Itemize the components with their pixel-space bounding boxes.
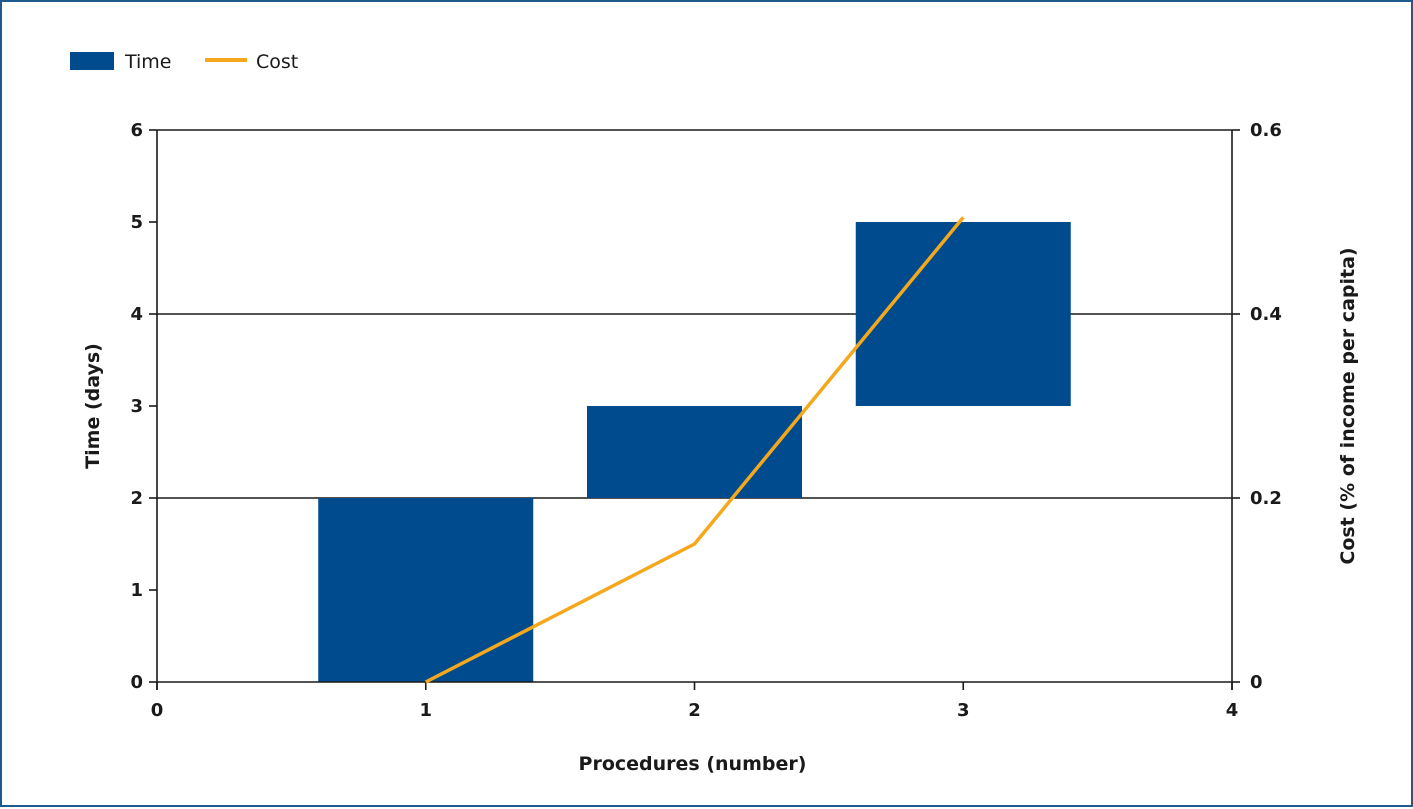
legend: Time Cost (70, 51, 298, 73)
cost-line-group (424, 216, 965, 684)
x-tick-label-4: 4 (1226, 700, 1239, 721)
y2-tick-label-0: 0 (1250, 672, 1263, 693)
time-bar-3 (855, 222, 1071, 406)
y-tick-label-5: 5 (130, 212, 143, 233)
x-axis-title: Procedures (number) (579, 753, 807, 775)
y2-axis-title: Cost (% of income per capita) (1337, 247, 1359, 564)
legend-label-time: Time (124, 51, 172, 73)
x-tick-label-2: 2 (688, 700, 701, 721)
y2-tick-label-2: 0.4 (1250, 304, 1282, 325)
y-tick-label-0: 0 (130, 672, 143, 693)
time-bar-2 (587, 406, 802, 498)
y-tick-label-6: 6 (130, 120, 143, 141)
legend-swatch-time (70, 52, 114, 70)
legend-label-cost: Cost (256, 51, 298, 73)
tick-labels: 0 1 2 3 4 5 6 0 0.2 0.4 0.6 0 1 2 3 4 (130, 120, 1281, 721)
x-tick-label-3: 3 (957, 700, 970, 721)
y-tick-label-2: 2 (130, 488, 143, 509)
x-tick-label-0: 0 (151, 700, 164, 721)
time-bars (318, 222, 1071, 682)
time-bar-1 (318, 498, 534, 682)
y2-tick-label-3: 0.6 (1250, 120, 1282, 141)
y-tick-label-1: 1 (130, 580, 143, 601)
y2-tick-label-1: 0.2 (1250, 488, 1282, 509)
y-axis-title: Time (days) (82, 343, 104, 469)
axes (149, 129, 1240, 690)
y-tick-label-4: 4 (130, 304, 143, 325)
x-tick-label-1: 1 (419, 700, 432, 721)
y-tick-label-3: 3 (130, 396, 143, 417)
cost-line (424, 216, 965, 684)
